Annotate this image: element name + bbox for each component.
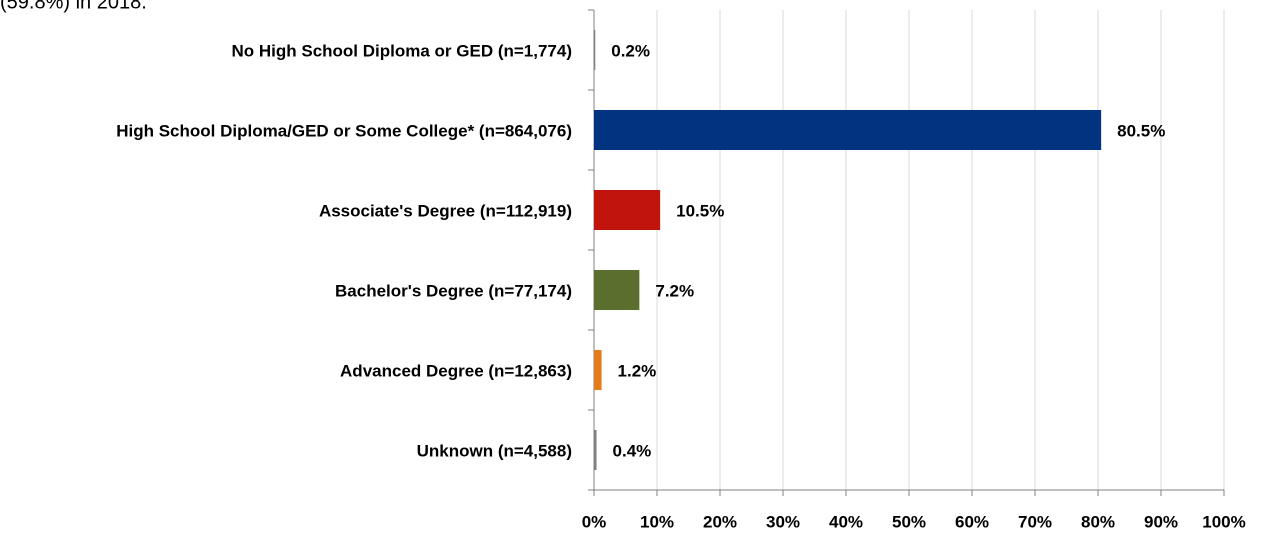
x-tick-label: 60% [955, 512, 989, 531]
x-tick-label: 70% [1018, 512, 1052, 531]
x-tick-label: 90% [1144, 512, 1178, 531]
value-label: 7.2% [655, 281, 694, 300]
bar [594, 430, 597, 470]
bar [594, 110, 1102, 150]
bar [594, 30, 596, 70]
x-tick-label: 50% [892, 512, 926, 531]
y-tick-label: Associate's Degree (n=112,919) [319, 201, 572, 220]
value-label: 1.2% [618, 361, 657, 380]
y-tick-label: Advanced Degree (n=12,863) [340, 361, 572, 380]
value-label: 0.2% [611, 41, 650, 60]
value-label: 10.5% [676, 201, 724, 220]
annotation: (59.8%) in 2018. [0, 0, 147, 13]
y-tick-label: Unknown (n=4,588) [417, 441, 572, 460]
x-tick-label: 20% [703, 512, 737, 531]
x-tick-label: 100% [1202, 512, 1245, 531]
y-tick-label: High School Diploma/GED or Some College*… [116, 121, 572, 140]
value-label: 80.5% [1117, 121, 1165, 140]
value-label: 0.4% [613, 441, 652, 460]
x-tick-label: 30% [766, 512, 800, 531]
bar [594, 190, 661, 230]
x-tick-label: 0% [582, 512, 607, 531]
bar [594, 350, 602, 390]
x-tick-label: 40% [829, 512, 863, 531]
bar [594, 270, 640, 310]
x-tick-label: 80% [1081, 512, 1115, 531]
x-tick-label: 10% [640, 512, 674, 531]
y-tick-label: No High School Diploma or GED (n=1,774) [231, 41, 572, 60]
y-tick-label: Bachelor's Degree (n=77,174) [335, 281, 572, 300]
